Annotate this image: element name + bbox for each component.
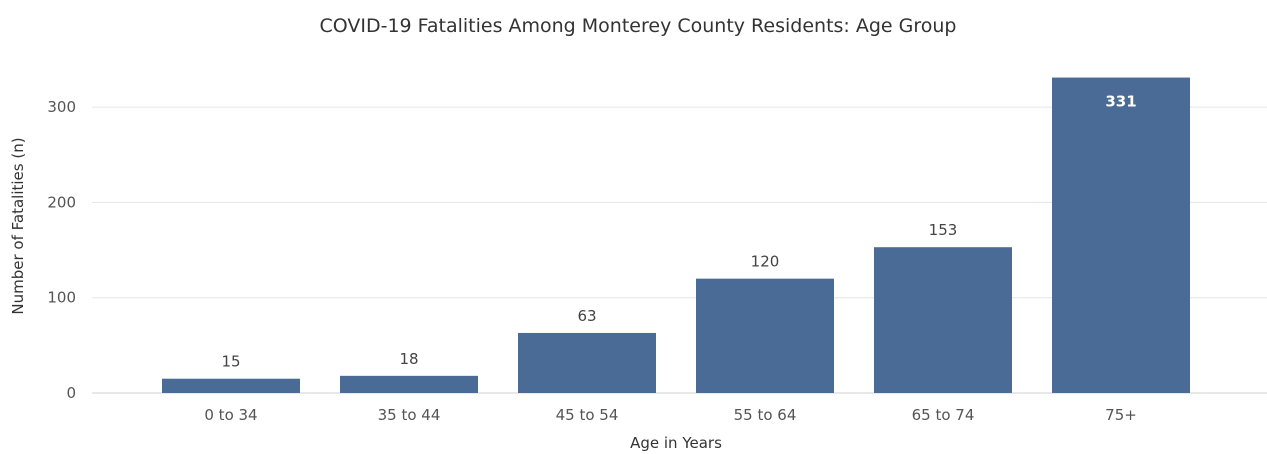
x-tick-label: 45 to 54 (556, 406, 619, 424)
x-axis-ticks: 0 to 34 35 to 44 45 to 54 55 to 64 65 to 74 7… (204, 406, 1136, 424)
y-axis-ticks: 0 100 200 300 (47, 98, 76, 402)
x-tick-label: 75+ (1105, 406, 1137, 424)
x-tick-label: 0 to 34 (204, 406, 257, 424)
bar-value-label: 153 (929, 221, 958, 239)
y-axis-title: Number of Fatalities (n) (9, 137, 27, 314)
chart-title: COVID-19 Fatalities Among Monterey Count… (319, 15, 956, 37)
bar (162, 378, 300, 393)
x-tick-label: 35 to 44 (378, 406, 441, 424)
bar-value-label: 18 (399, 350, 418, 368)
bar (696, 278, 834, 393)
y-tick-label: 100 (47, 289, 76, 307)
bar-value-label: 120 (751, 253, 780, 271)
bar (874, 247, 1012, 393)
bar (1052, 77, 1190, 393)
y-tick-label: 0 (66, 384, 76, 402)
data-labels: 15 18 63 120 153 331 (221, 93, 1136, 371)
bars (162, 77, 1190, 393)
bar (340, 375, 478, 393)
x-tick-label: 65 to 74 (912, 406, 975, 424)
bar-value-label: 15 (221, 353, 240, 371)
x-tick-label: 55 to 64 (734, 406, 797, 424)
y-tick-label: 300 (47, 98, 76, 116)
bar (518, 332, 656, 393)
bar-value-label: 63 (577, 307, 596, 325)
bar-value-label: 331 (1105, 93, 1136, 111)
y-tick-label: 200 (47, 193, 76, 211)
x-axis-title: Age in Years (630, 434, 722, 452)
